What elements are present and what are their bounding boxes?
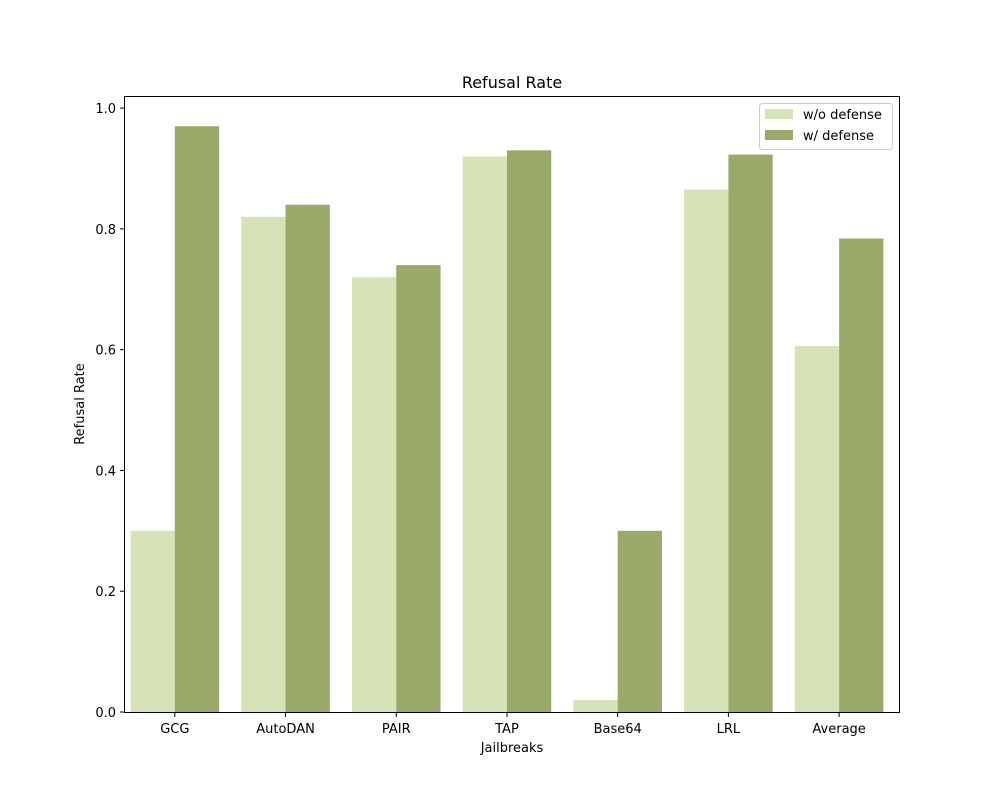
bar-pair-with-defense <box>396 265 441 712</box>
bar-average-with-defense <box>839 238 884 712</box>
bar-average-without-defense <box>794 346 840 712</box>
y-tick-label-0-6: 0.6 <box>95 344 116 359</box>
bar-base64-without-defense <box>573 699 618 712</box>
bar-gcg-without-defense <box>130 530 175 712</box>
legend-label-with-defense: w/ defense <box>803 129 874 144</box>
y-tick-label-0-4: 0.4 <box>95 464 116 479</box>
bar-base64-with-defense <box>617 530 662 712</box>
x-axis-label: Jailbreaks <box>480 741 544 756</box>
y-tick-label-0-0: 0.0 <box>95 706 116 721</box>
x-tick-label-tap: TAP <box>494 722 519 737</box>
bar-pair-without-defense <box>351 277 397 712</box>
plot-area-frame <box>124 96 900 713</box>
legend-swatch-with-defense <box>765 130 793 140</box>
x-tick-label-base64: Base64 <box>594 722 642 737</box>
chart-title: Refusal Rate <box>462 73 562 92</box>
bar-tap-with-defense <box>506 150 552 713</box>
x-tick-label-pair: PAIR <box>382 722 411 737</box>
bar-autodan-without-defense <box>241 216 286 712</box>
x-tick-label-autodan: AutoDAN <box>256 722 315 737</box>
y-tick-label-1-0: 1.0 <box>95 102 116 117</box>
bar-lrl-without-defense <box>684 189 729 713</box>
y-axis: 0.0 0.2 0.4 0.6 0.8 1.0 <box>95 102 125 721</box>
bar-autodan-with-defense <box>285 204 330 712</box>
bar-tap-without-defense <box>462 156 507 712</box>
x-tick-label-gcg: GCG <box>160 722 189 737</box>
legend-label-without-defense: w/o defense <box>803 108 882 123</box>
x-tick-label-lrl: LRL <box>717 722 741 737</box>
y-tick-label-0-8: 0.8 <box>95 223 116 238</box>
bars-layer <box>130 126 884 713</box>
bar-lrl-with-defense <box>728 154 773 712</box>
legend-swatch-without-defense <box>765 109 793 119</box>
x-tick-label-average: Average <box>812 722 865 737</box>
x-axis: GCG AutoDAN PAIR TAP Base64 LRL Average <box>160 712 866 737</box>
bar-gcg-with-defense <box>174 126 220 712</box>
y-tick-label-0-2: 0.2 <box>95 585 116 600</box>
legend: w/o defense w/ defense <box>759 103 893 150</box>
y-axis-label: Refusal Rate <box>73 363 88 445</box>
